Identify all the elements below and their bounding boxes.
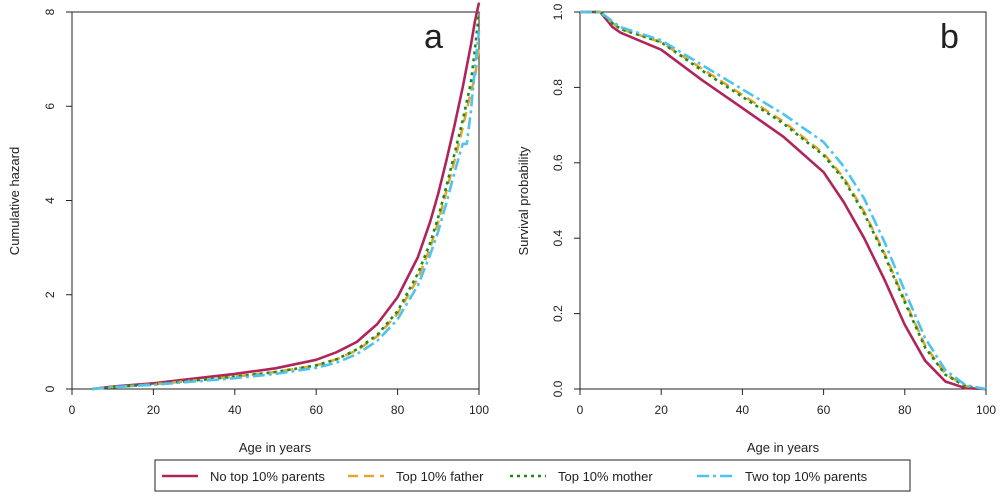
y-tick-label: 2 [43, 291, 57, 298]
x-tick-label: 60 [817, 403, 831, 417]
x-tick-label: 100 [976, 403, 996, 417]
y-axis-title-b: Survival probability [516, 146, 531, 256]
y-tick-label: 0.2 [551, 305, 565, 322]
x-axis-a: 0 20 40 60 80 100 [69, 389, 489, 417]
x-tick-label: 40 [736, 403, 750, 417]
series-line [92, 11, 481, 391]
x-tick-label: 20 [655, 403, 669, 417]
x-axis-title-a: Age in years [239, 440, 312, 455]
legend-label: No top 10% parents [210, 469, 325, 484]
y-tick-label: 8 [43, 8, 57, 15]
y-tick-label: 4 [43, 197, 57, 204]
panel-a: 0 20 40 60 80 100 0 2 4 6 8 a Age in years Cumula… [7, 2, 489, 455]
y-tick-label: 0 [43, 385, 57, 392]
x-tick-label: 60 [310, 403, 324, 417]
y-axis-a: 0 2 4 6 8 [43, 8, 72, 392]
series-line [580, 10, 987, 391]
y-tick-label: 0.8 [551, 79, 565, 96]
x-tick-label: 100 [469, 403, 489, 417]
x-tick-label: 40 [228, 403, 242, 417]
legend-label: Top 10% father [396, 469, 484, 484]
series-line [92, 44, 481, 391]
y-axis-b: 0.0 0.2 0.4 0.6 0.8 1.0 [551, 3, 580, 397]
plot-frame-b [579, 11, 987, 390]
series-line [580, 10, 987, 391]
panel-b: 0 20 40 60 80 100 0.0 0.2 0.4 0.6 0.8 1.0 b Age in… [516, 3, 996, 455]
legend: No top 10% parents Top 10% father Top 10% … [154, 459, 911, 492]
y-tick-label: 0.6 [551, 154, 565, 171]
x-tick-label: 0 [577, 403, 584, 417]
panel-letter-b: b [940, 18, 959, 56]
series-group-a [92, 2, 481, 391]
y-axis-title-a: Cumulative hazard [7, 147, 22, 255]
x-tick-label: 20 [147, 403, 161, 417]
series-group-b [580, 10, 987, 391]
x-tick-label: 80 [391, 403, 405, 417]
x-tick-label: 0 [69, 403, 76, 417]
x-axis-b: 0 20 40 60 80 100 [577, 389, 996, 417]
series-line [92, 30, 481, 391]
x-axis-title-b: Age in years [747, 440, 820, 455]
legend-label: Top 10% mother [558, 469, 653, 484]
y-tick-label: 1.0 [551, 3, 565, 20]
y-tick-label: 6 [43, 103, 57, 110]
y-tick-label: 0.4 [551, 230, 565, 247]
series-line [580, 10, 987, 391]
y-tick-label: 0.0 [551, 380, 565, 397]
series-line [580, 10, 987, 391]
x-tick-label: 80 [898, 403, 912, 417]
series-line [92, 2, 481, 391]
plot-frame-a [71, 11, 480, 390]
panel-letter-a: a [424, 18, 443, 56]
legend-items: No top 10% parents Top 10% father Top 10% … [162, 469, 868, 484]
legend-label: Two top 10% parents [745, 469, 868, 484]
